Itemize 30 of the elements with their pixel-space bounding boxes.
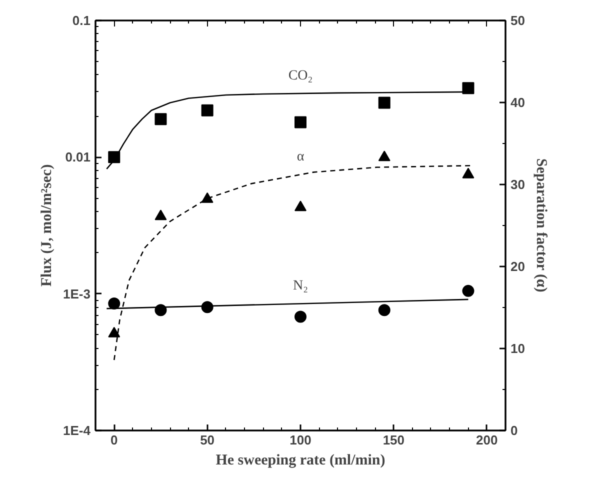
y2-tick-label: 10: [510, 341, 525, 356]
series-label: CO₂: [288, 68, 313, 84]
y-tick-label: 0.1: [72, 13, 91, 28]
point: [378, 96, 390, 109]
series-label: N₂: [293, 278, 308, 294]
y2-tick-label: 50: [510, 13, 525, 28]
y-axis-title: Flux (J, mol/m²sec): [39, 164, 56, 287]
y2-tick-label: 0: [510, 423, 518, 438]
y-tick-label: 1E-3: [63, 286, 91, 302]
x-axis-title: He sweeping rate (ml/min): [216, 452, 386, 468]
y2-tick-label: 30: [510, 177, 525, 192]
point: [294, 116, 306, 128]
y2-tick-label: 40: [510, 95, 525, 110]
x-tick-label: 200: [476, 432, 498, 448]
y-tick-label: 0.01: [65, 150, 91, 165]
x-tick-label: 0: [110, 432, 118, 448]
point: [462, 284, 474, 297]
y2-axis-title: Separation factor (α): [532, 158, 549, 292]
series-label: α: [296, 150, 305, 165]
x-tick-label: 100: [290, 432, 312, 448]
x-tick-label: 150: [382, 432, 405, 448]
x-tick-label: 50: [200, 432, 215, 448]
y-tick-label: 1E-4: [63, 423, 92, 438]
point: [378, 304, 390, 316]
point: [154, 113, 167, 126]
point: [294, 310, 306, 323]
point: [201, 104, 214, 116]
point: [462, 82, 474, 94]
y2-tick-label: 20: [510, 259, 525, 274]
point: [108, 297, 120, 310]
